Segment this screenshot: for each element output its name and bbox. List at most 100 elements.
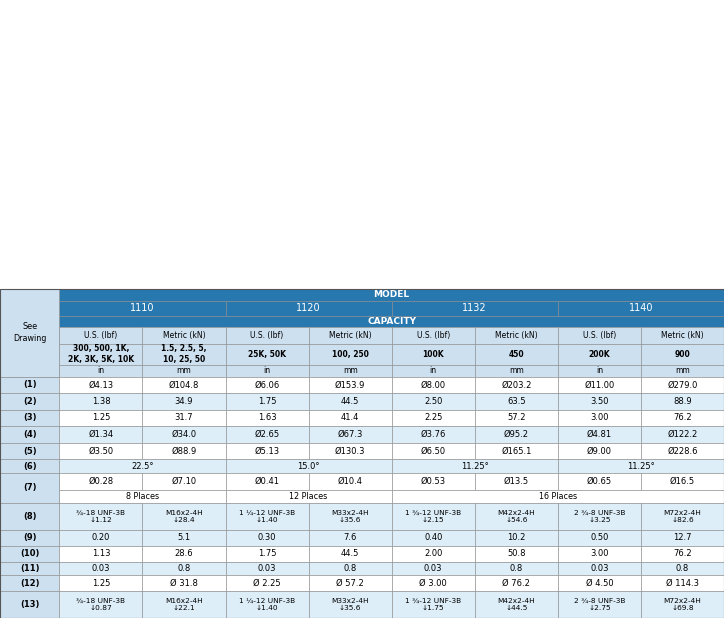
Bar	[308, 344, 392, 365]
Bar	[308, 376, 392, 393]
Bar	[226, 546, 308, 562]
Text: 0.40: 0.40	[424, 533, 442, 543]
Text: 0.8: 0.8	[675, 564, 689, 573]
Bar	[0, 546, 59, 562]
Text: in: in	[264, 366, 271, 375]
Bar	[0, 289, 59, 301]
Bar	[226, 575, 308, 591]
Text: (10): (10)	[20, 549, 39, 558]
Bar	[226, 473, 308, 490]
Bar	[143, 376, 226, 393]
Text: 0.03: 0.03	[590, 564, 609, 573]
Text: 76.2: 76.2	[673, 413, 691, 423]
Bar	[308, 393, 392, 410]
Bar	[475, 575, 557, 591]
Text: (6): (6)	[23, 462, 36, 471]
Bar	[392, 344, 475, 365]
Bar	[308, 473, 392, 490]
Text: mm: mm	[177, 366, 191, 375]
Text: MODEL: MODEL	[374, 290, 410, 299]
Text: 25K, 50K: 25K, 50K	[248, 350, 286, 359]
Text: 88.9: 88.9	[673, 397, 691, 406]
Text: 3.00: 3.00	[590, 549, 609, 558]
Bar	[226, 301, 392, 316]
Text: 0.8: 0.8	[510, 564, 523, 573]
Text: 34.9: 34.9	[174, 397, 193, 406]
Text: Ø10.4: Ø10.4	[337, 477, 363, 486]
Bar	[226, 562, 308, 575]
Bar	[641, 410, 724, 426]
Text: Ø8.00: Ø8.00	[421, 381, 446, 389]
Bar	[59, 575, 143, 591]
Bar	[143, 546, 226, 562]
Bar	[641, 344, 724, 365]
Bar	[143, 562, 226, 575]
Text: 0.8: 0.8	[177, 564, 190, 573]
Text: Ø95.2: Ø95.2	[504, 430, 529, 439]
Text: Metric (kN): Metric (kN)	[495, 331, 538, 340]
Text: Ø11.00: Ø11.00	[584, 381, 615, 389]
Bar	[226, 393, 308, 410]
Bar	[0, 575, 59, 591]
Bar	[392, 301, 558, 316]
Bar	[59, 546, 143, 562]
Text: Ø4.81: Ø4.81	[587, 430, 612, 439]
Text: CAPACITY: CAPACITY	[367, 317, 416, 326]
Text: Ø203.2: Ø203.2	[501, 381, 531, 389]
Bar	[392, 442, 475, 459]
Bar	[143, 344, 226, 365]
Bar	[641, 376, 724, 393]
Bar	[641, 575, 724, 591]
Text: Ø122.2: Ø122.2	[668, 430, 698, 439]
Text: 16 Places: 16 Places	[539, 492, 577, 501]
Text: M42x2-4H
↓44.5: M42x2-4H ↓44.5	[497, 598, 535, 611]
Bar	[475, 365, 557, 376]
Bar	[475, 591, 557, 618]
Text: Ø279.0: Ø279.0	[668, 381, 698, 389]
Bar	[392, 546, 475, 562]
Bar	[59, 393, 143, 410]
Bar	[641, 327, 724, 344]
Bar	[392, 393, 475, 410]
Text: (13): (13)	[20, 600, 39, 609]
Text: Metric (kN): Metric (kN)	[661, 331, 704, 340]
Text: 100K: 100K	[422, 350, 444, 359]
Bar	[226, 502, 308, 530]
Text: (1): (1)	[23, 381, 36, 389]
Bar	[392, 473, 475, 490]
Bar	[59, 442, 143, 459]
Bar	[475, 442, 557, 459]
Text: 22.5°: 22.5°	[131, 462, 153, 471]
Text: Ø0.28: Ø0.28	[88, 477, 114, 486]
Text: 1.75: 1.75	[258, 397, 277, 406]
Text: 0.03: 0.03	[92, 564, 110, 573]
Text: Ø0.53: Ø0.53	[421, 477, 446, 486]
Text: mm: mm	[509, 366, 523, 375]
Bar	[59, 490, 225, 502]
Bar	[143, 591, 226, 618]
Text: 1132: 1132	[463, 303, 487, 313]
Text: 1.25: 1.25	[92, 413, 110, 423]
Text: M33x2-4H
↓35.6: M33x2-4H ↓35.6	[332, 509, 369, 523]
Text: 2.50: 2.50	[424, 397, 442, 406]
Bar	[0, 591, 59, 618]
Bar	[557, 410, 641, 426]
Text: 0.8: 0.8	[343, 564, 357, 573]
Bar	[392, 376, 475, 393]
Text: Metric (kN): Metric (kN)	[329, 331, 371, 340]
Text: Ø16.5: Ø16.5	[670, 477, 695, 486]
Bar	[557, 393, 641, 410]
Bar	[59, 365, 143, 376]
Bar	[392, 575, 475, 591]
Bar	[557, 365, 641, 376]
Text: Ø5.13: Ø5.13	[255, 447, 279, 455]
Text: 28.6: 28.6	[174, 549, 193, 558]
Bar	[59, 289, 724, 301]
Bar	[475, 344, 557, 365]
Text: 76.2: 76.2	[673, 549, 691, 558]
Bar	[557, 591, 641, 618]
Text: (3): (3)	[23, 413, 36, 423]
Text: 2 ¾-8 UNF-3B
↓3.25: 2 ¾-8 UNF-3B ↓3.25	[573, 509, 625, 523]
Text: (11): (11)	[20, 564, 39, 573]
Bar	[59, 316, 724, 327]
